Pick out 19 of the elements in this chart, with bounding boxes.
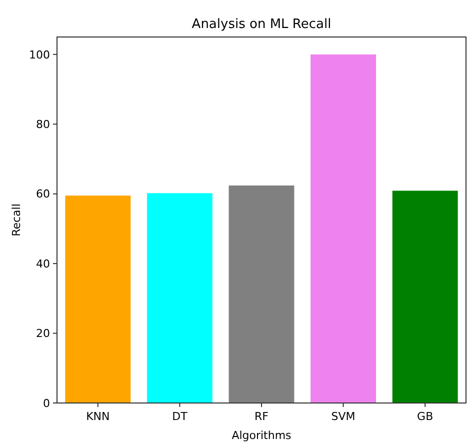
bar bbox=[65, 196, 131, 403]
x-tick-label: KNN bbox=[86, 410, 110, 423]
x-tick-label: SVM bbox=[331, 410, 356, 423]
bar bbox=[310, 54, 376, 403]
y-axis-title: Recall bbox=[10, 204, 23, 236]
y-tick-label: 60 bbox=[36, 188, 50, 201]
chart-title: Analysis on ML Recall bbox=[192, 17, 332, 32]
y-tick-label: 80 bbox=[36, 118, 50, 131]
bar bbox=[146, 193, 212, 403]
y-tick-label: 100 bbox=[29, 48, 50, 62]
bar bbox=[228, 185, 294, 403]
y-tick-label: 20 bbox=[36, 327, 50, 340]
x-axis-title: Algorithms bbox=[232, 429, 292, 442]
y-tick-label: 40 bbox=[36, 257, 50, 270]
y-tick-label: 0 bbox=[43, 396, 50, 410]
x-tick-label: GB bbox=[417, 410, 434, 423]
x-tick-label: DT bbox=[172, 410, 188, 423]
x-tick-label: RF bbox=[254, 410, 268, 423]
bar bbox=[392, 190, 458, 403]
